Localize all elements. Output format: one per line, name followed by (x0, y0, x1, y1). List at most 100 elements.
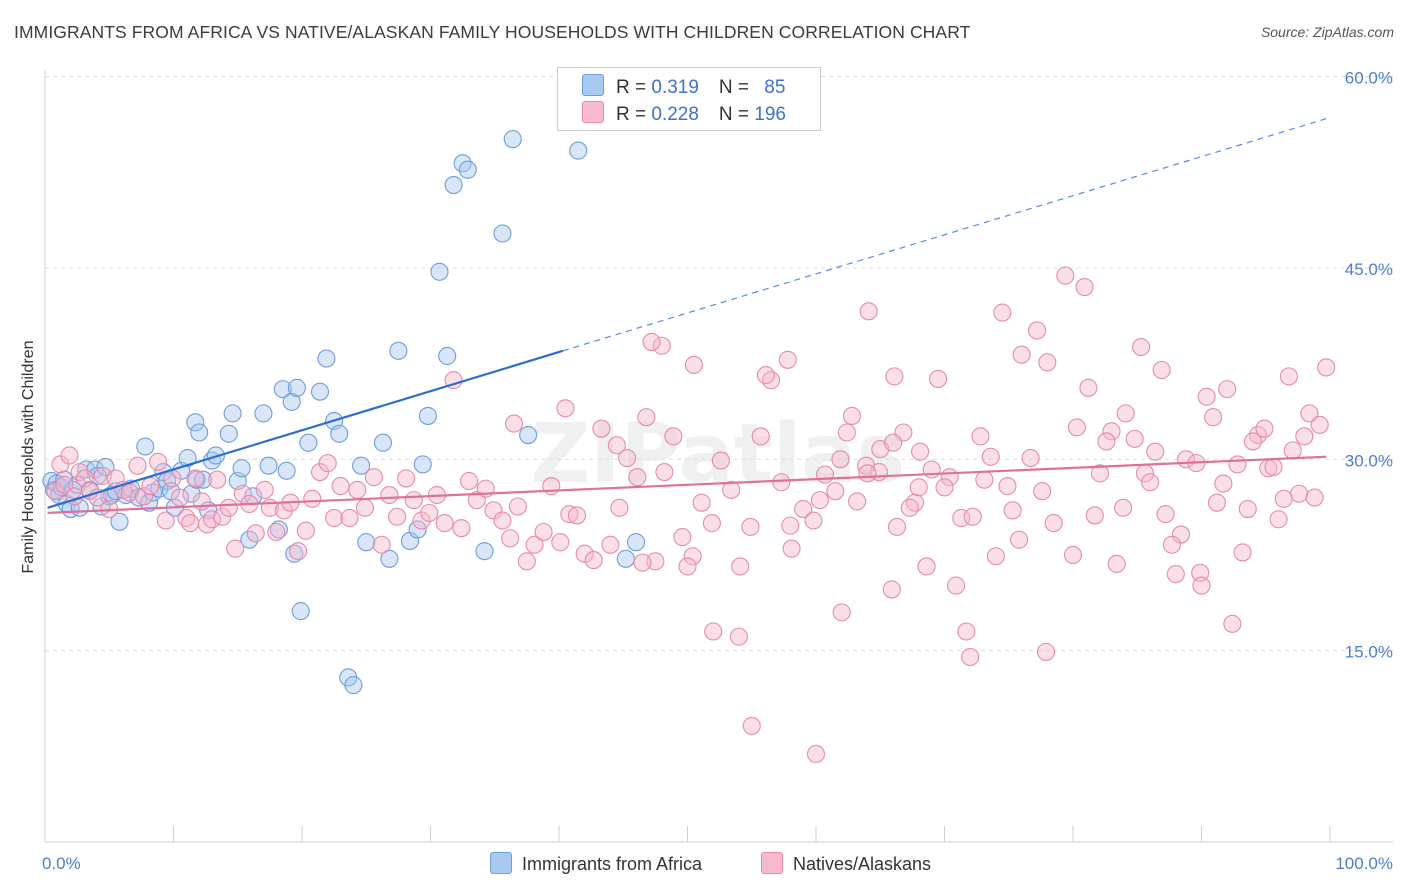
africa-point (475, 542, 494, 561)
natives-point (692, 493, 711, 512)
natives-point (957, 622, 976, 641)
natives-point (420, 503, 439, 522)
x-tick-label: 100.0% (1335, 854, 1393, 873)
natives-point (560, 505, 579, 524)
natives-point (831, 450, 850, 469)
natives-point (128, 456, 147, 475)
natives-trend-line (47, 455, 1327, 514)
natives-point (318, 454, 337, 473)
source-label: Source: ZipAtlas.com (1260, 24, 1394, 40)
natives-point (1300, 404, 1319, 423)
stats-legend: R = 0.319 N = 85 R = 0.228 N = 196 (557, 67, 821, 131)
africa-point (254, 404, 273, 423)
natives-point (170, 488, 189, 507)
natives-point (197, 515, 216, 534)
natives-point (922, 460, 941, 479)
natives-point (652, 336, 671, 355)
natives-point (929, 369, 948, 388)
natives-point (584, 551, 603, 570)
natives-point (331, 477, 350, 496)
natives-point (975, 470, 994, 489)
natives-point (213, 507, 232, 526)
africa-point (178, 448, 197, 468)
natives-point (778, 350, 797, 369)
natives-point (1114, 498, 1133, 517)
bottom-legend-africa: Immigrants from Africa (490, 852, 702, 875)
natives-point (501, 529, 520, 548)
natives-point (459, 471, 479, 491)
natives-point (289, 542, 308, 561)
natives-point (756, 366, 775, 385)
africa-point (187, 470, 206, 489)
natives-point (1290, 484, 1309, 503)
natives-point (219, 498, 238, 517)
natives-point (722, 480, 741, 499)
natives-point (702, 514, 721, 533)
natives-point (1171, 525, 1190, 544)
y-tick-label: 45.0% (1345, 260, 1393, 279)
africa-trend-line (47, 349, 564, 509)
natives-point (963, 507, 982, 526)
natives-point (575, 544, 594, 563)
natives-point (782, 539, 801, 558)
legend-r-value: 0.319 (651, 77, 699, 98)
africa-point (287, 378, 306, 397)
natives-point (186, 469, 205, 488)
natives-point (810, 491, 829, 510)
natives-point (858, 464, 877, 483)
legend-row-natives: R = 0.228 N = 196 (582, 101, 786, 127)
natives-point (592, 419, 611, 438)
natives-point (772, 473, 791, 492)
natives-point (610, 498, 629, 517)
natives-point (1156, 505, 1175, 524)
natives-point (134, 487, 153, 506)
natives-point (646, 552, 665, 571)
natives-point (633, 553, 652, 572)
natives-point (1283, 441, 1302, 460)
natives-point (226, 539, 245, 558)
natives-point (952, 508, 971, 528)
natives-point (655, 463, 674, 482)
natives-point (141, 477, 160, 496)
natives-point (1192, 576, 1211, 595)
natives-point (1125, 429, 1144, 448)
africa-point (232, 459, 251, 478)
africa-point (438, 346, 457, 366)
natives-point (303, 489, 322, 508)
natives-point (993, 303, 1012, 322)
natives-point (296, 521, 315, 540)
natives-point (1107, 554, 1126, 573)
natives-point (340, 508, 359, 528)
natives-point (120, 483, 139, 502)
bottom-legend-swatch-africa (490, 852, 512, 874)
africa-point (106, 482, 125, 501)
africa-point (194, 470, 213, 489)
y-axis-title: Family Households with Children (20, 341, 37, 574)
natives-point (1162, 535, 1181, 554)
natives-point (1279, 367, 1298, 386)
africa-point (444, 175, 463, 195)
natives-point (704, 622, 723, 641)
natives-point (55, 475, 74, 494)
natives-point (601, 535, 620, 554)
y-tick-label: 15.0% (1345, 643, 1393, 662)
natives-point (842, 406, 862, 425)
natives-point (961, 647, 980, 667)
africa-point (182, 484, 201, 503)
natives-point (935, 478, 954, 497)
natives-point (556, 399, 575, 418)
legend-swatch-natives (582, 101, 604, 123)
africa-point (291, 602, 310, 621)
natives-point (1243, 432, 1262, 451)
natives-point (255, 480, 274, 499)
natives-point (181, 514, 200, 533)
natives-point (751, 427, 770, 446)
natives-point (397, 469, 416, 488)
natives-point (794, 499, 813, 519)
natives-point (534, 522, 553, 542)
natives-point (388, 507, 407, 526)
natives-point (551, 533, 570, 552)
trend-lines (47, 118, 1327, 514)
natives-point (348, 480, 367, 499)
